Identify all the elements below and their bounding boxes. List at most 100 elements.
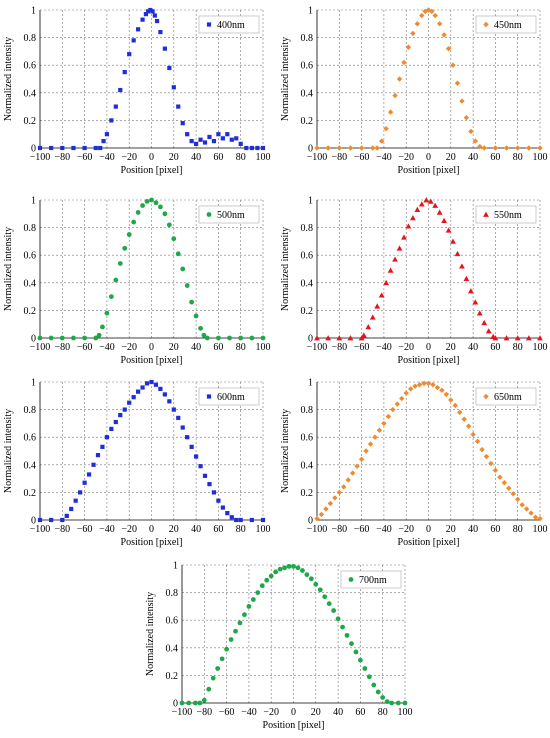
data-point <box>457 409 463 416</box>
data-point <box>260 145 266 151</box>
data-point <box>82 335 87 341</box>
data-point <box>327 500 334 507</box>
data-point <box>113 104 118 109</box>
data-point <box>459 263 465 269</box>
x-tick-label: 40 <box>468 342 478 353</box>
x-tick-label: 100 <box>256 342 271 353</box>
x-tick-label: 20 <box>169 342 179 353</box>
data-point <box>378 138 385 144</box>
data-point <box>362 666 368 671</box>
data-point <box>387 267 394 273</box>
x-tick-label: −40 <box>99 342 115 353</box>
data-point <box>180 266 186 272</box>
data-point <box>392 92 398 99</box>
data-point <box>376 427 383 433</box>
data-point <box>441 217 448 224</box>
data-point <box>383 125 389 132</box>
x-tick-label: −100 <box>307 342 328 353</box>
data-point <box>273 569 279 575</box>
y-tick-label: 0.6 <box>24 251 37 262</box>
series-500nm <box>37 197 266 341</box>
data-point <box>336 145 342 151</box>
data-point <box>220 505 225 510</box>
data-point <box>416 382 423 388</box>
data-point <box>323 506 329 512</box>
data-point <box>242 612 247 618</box>
y-tick-label: 0.4 <box>24 88 37 99</box>
data-point <box>104 310 110 316</box>
legend-label: 500nm <box>217 210 245 221</box>
data-point <box>463 275 470 281</box>
data-point <box>336 489 342 496</box>
x-tick-label: 60 <box>213 524 223 535</box>
x-tick-label: 0 <box>149 152 154 163</box>
y-tick-label: 0.2 <box>166 671 179 682</box>
y-axis-title: Normalized intensity <box>280 37 291 121</box>
data-point <box>537 145 543 151</box>
data-point <box>167 399 172 404</box>
y-tick-label: 0.2 <box>301 116 314 127</box>
y-tick-label: 1 <box>31 378 36 389</box>
y-tick-label: 0.8 <box>166 588 179 599</box>
data-point <box>414 206 421 212</box>
legend-label: 450nm <box>494 20 522 31</box>
legend-marker <box>348 577 354 582</box>
x-tick-label: 80 <box>513 342 523 353</box>
data-point <box>216 498 221 503</box>
y-tick-label: 0.2 <box>24 116 37 127</box>
data-point <box>358 335 365 341</box>
data-point <box>370 145 376 151</box>
data-point <box>60 145 65 151</box>
legend-box <box>198 387 260 406</box>
data-point <box>37 145 43 151</box>
data-point <box>122 245 128 251</box>
y-tick-label: 0.4 <box>301 278 314 289</box>
x-tick-label: −40 <box>376 342 392 353</box>
x-tick-label: 40 <box>191 342 201 353</box>
y-axis-title: Normalized intensity <box>280 227 291 311</box>
legend-marker <box>206 394 212 399</box>
data-point <box>122 407 127 412</box>
data-point <box>492 145 499 151</box>
data-point <box>255 145 260 151</box>
data-point <box>60 517 65 523</box>
data-point <box>249 145 254 151</box>
x-tick-label: 80 <box>236 342 246 353</box>
x-tick-label: 100 <box>533 524 548 535</box>
x-tick-label: −60 <box>354 342 370 353</box>
data-point <box>59 335 65 341</box>
data-point <box>476 310 483 316</box>
series-600nm <box>37 379 266 523</box>
y-tick-label: 0 <box>31 334 36 345</box>
data-point <box>326 601 332 607</box>
y-tick-label: 0.2 <box>301 306 314 317</box>
data-point <box>436 21 443 27</box>
data-point <box>108 294 114 299</box>
x-tick-label: −100 <box>307 524 328 535</box>
data-point <box>472 138 479 144</box>
data-point <box>325 335 332 341</box>
data-point <box>421 380 427 387</box>
x-tick-label: 20 <box>169 524 179 535</box>
x-tick-label: −60 <box>77 152 93 163</box>
data-point <box>445 227 452 233</box>
data-point <box>259 583 265 589</box>
y-tick-label: 0.8 <box>24 223 37 234</box>
data-point <box>246 604 252 609</box>
data-point <box>485 328 492 334</box>
data-point <box>73 498 78 503</box>
data-point <box>260 517 266 523</box>
data-point <box>483 453 490 460</box>
y-tick-label: 1 <box>308 6 313 17</box>
data-point <box>101 139 106 144</box>
data-point <box>335 616 341 622</box>
data-point <box>468 128 474 135</box>
data-point <box>153 382 159 387</box>
data-point <box>140 203 145 208</box>
y-axis-title: Normalized intensity <box>3 37 14 121</box>
data-point <box>492 467 499 474</box>
data-point <box>537 335 543 341</box>
data-point <box>180 425 185 430</box>
data-point <box>189 299 195 305</box>
